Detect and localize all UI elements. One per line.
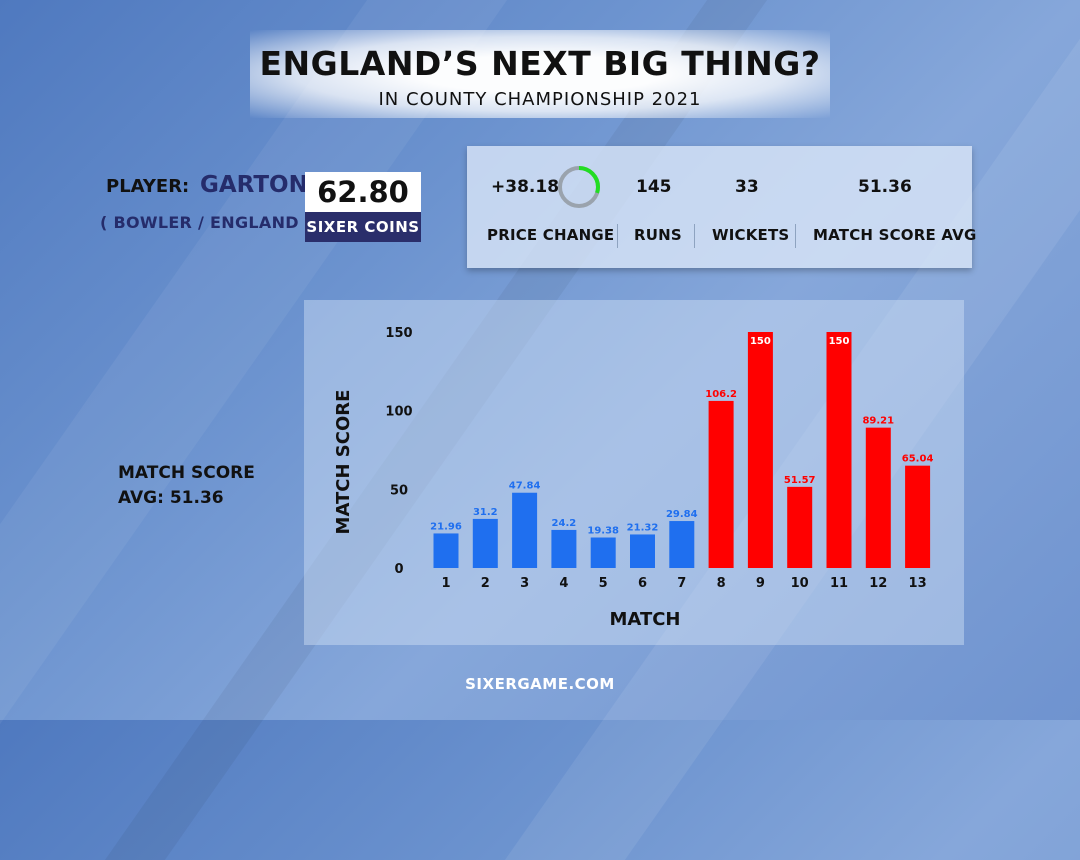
x-tick-label: 3 [520, 576, 529, 591]
match-score-avg-value: 51.36 [858, 177, 912, 197]
data-label: 47.84 [509, 481, 541, 492]
x-tick-label: 12 [869, 576, 887, 591]
y-tick-label: 100 [385, 405, 412, 420]
bar [472, 518, 498, 568]
price-change-label: PRICE CHANGE [487, 226, 615, 244]
chart-panel [304, 300, 964, 645]
bar [747, 332, 773, 568]
data-label: 89.21 [862, 416, 894, 427]
price-change-ring-icon [558, 166, 600, 208]
data-label: 106.2 [705, 389, 737, 400]
stat-divider [795, 224, 796, 248]
bar [865, 427, 891, 568]
y-tick-label: 150 [385, 326, 412, 341]
x-axis-title: MATCH [610, 609, 681, 630]
bar [590, 537, 616, 568]
data-label: 21.96 [430, 521, 462, 532]
ring-progress [558, 166, 600, 208]
bar [826, 332, 852, 568]
player-role: ( BOWLER / ENGLAND ) [100, 213, 313, 232]
data-label: 29.84 [666, 509, 698, 520]
data-label: 150 [750, 336, 771, 347]
match-score-avg-label: MATCH SCORE AVG [813, 226, 977, 244]
bar [708, 400, 734, 568]
coin-value-box: 62.80 [305, 172, 421, 212]
x-tick-label: 4 [559, 576, 568, 591]
data-label: 51.57 [784, 475, 816, 486]
x-tick-label: 13 [909, 576, 927, 591]
wickets-value: 33 [735, 177, 759, 197]
title-highlight [250, 30, 830, 118]
data-label: 24.2 [552, 518, 577, 529]
stat-divider [617, 224, 618, 248]
y-tick-label: 50 [390, 483, 408, 498]
data-label: 65.04 [902, 454, 934, 465]
runs-value: 145 [636, 177, 672, 197]
bar [905, 465, 931, 568]
x-tick-label: 2 [481, 576, 490, 591]
data-label: 21.32 [627, 522, 659, 533]
data-label: 31.2 [473, 507, 498, 518]
data-label: 150 [829, 336, 850, 347]
y-axis-title: MATCH SCORE [333, 390, 354, 535]
match-score-avg-note: MATCH SCORE AVG: 51.36 [118, 461, 255, 511]
player-label: PLAYER: [106, 176, 190, 197]
bar [669, 521, 695, 568]
bar [787, 486, 813, 568]
avg-note-line2: AVG: 51.36 [118, 488, 224, 508]
player-name: GARTON [200, 172, 308, 198]
wickets-label: WICKETS [712, 226, 790, 244]
x-tick-label: 6 [638, 576, 647, 591]
bar [551, 529, 577, 568]
match-score-chart: 0 50 100 150 MATCH SCORE MATCH 21.96 1 31.2 2 47.8… [333, 326, 934, 630]
x-tick-label: 9 [756, 576, 765, 591]
page-subtitle: IN COUNTY CHAMPIONSHIP 2021 [378, 89, 702, 110]
stats-panel [467, 146, 972, 268]
x-tick-label: 7 [677, 576, 686, 591]
avg-note-line1: MATCH SCORE [118, 463, 255, 483]
coin-label: SIXER COINS [305, 212, 421, 242]
x-tick-label: 5 [599, 576, 608, 591]
x-tick-label: 11 [830, 576, 848, 591]
page-title: ENGLAND’S NEXT BIG THING? [259, 44, 821, 83]
coin-value: 62.80 [317, 175, 409, 209]
footer-site: SIXERGAME.COM [465, 675, 615, 693]
x-tick-label: 1 [441, 576, 450, 591]
x-tick-label: 8 [717, 576, 726, 591]
bar [512, 492, 538, 568]
data-label: 19.38 [587, 526, 619, 537]
runs-label: RUNS [634, 226, 682, 244]
stat-divider [694, 224, 695, 248]
price-change-value: +38.18 [491, 177, 560, 197]
bar [433, 533, 459, 568]
bar [630, 534, 655, 568]
x-tick-label: 10 [791, 576, 809, 591]
y-tick-label: 0 [394, 562, 403, 577]
